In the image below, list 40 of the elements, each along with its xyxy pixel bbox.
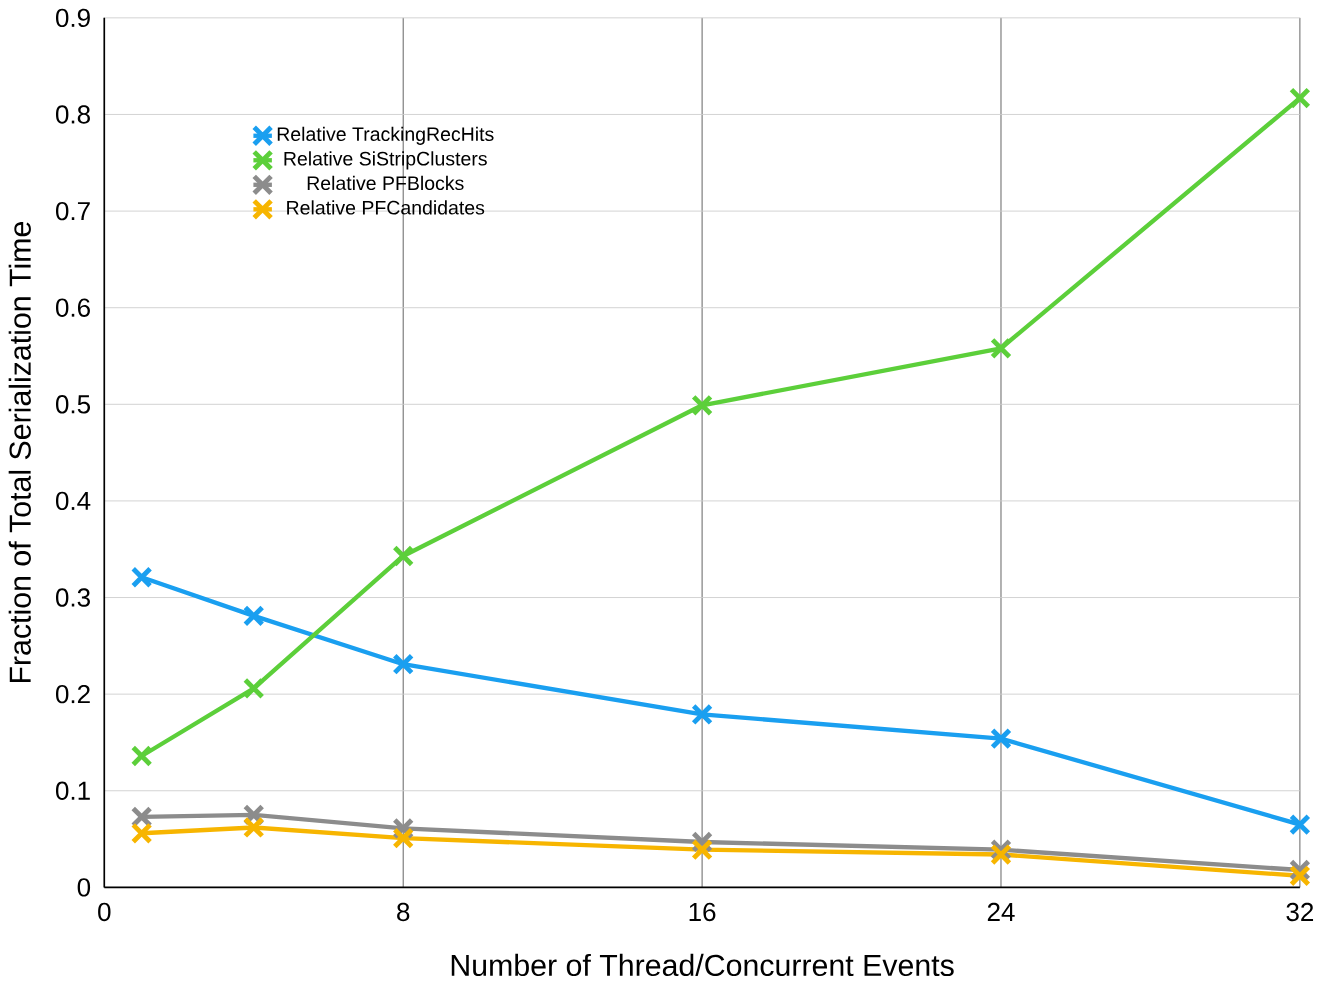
legend-label: Relative SiStripClusters xyxy=(284,151,487,170)
y-tick-label: 0.8 xyxy=(55,105,90,124)
y-axis-title: Fraction of Total Serialization Time xyxy=(8,222,31,683)
point xyxy=(392,653,415,676)
legend-label: Relative PFBlocks xyxy=(307,175,464,191)
point xyxy=(130,822,153,845)
x-tick-label: 0 xyxy=(98,902,111,922)
y-tick-label: 0.4 xyxy=(55,491,91,511)
y-tick-label: 0.1 xyxy=(55,781,90,801)
y-tick-label: 0.9 xyxy=(55,8,90,28)
x-tick-label: 8 xyxy=(397,902,410,922)
point xyxy=(990,337,1012,360)
point xyxy=(691,703,713,726)
legend-label: Relative TrackingRecHits xyxy=(277,126,494,146)
point xyxy=(392,827,415,850)
y-tick-label: 0.2 xyxy=(55,685,90,704)
point xyxy=(1289,813,1311,836)
point xyxy=(392,545,415,567)
point xyxy=(990,727,1012,750)
point xyxy=(1289,865,1311,887)
point xyxy=(130,745,153,767)
y-tick-label: 0 xyxy=(77,878,91,897)
y-tick-label: 0.3 xyxy=(55,588,90,607)
point xyxy=(242,816,265,839)
point xyxy=(242,677,265,700)
point xyxy=(691,394,713,417)
y-tick-label: 0.6 xyxy=(55,298,90,317)
point xyxy=(130,806,153,828)
point xyxy=(1289,87,1311,110)
point xyxy=(691,838,713,861)
legend-label: Relative PFCandidates xyxy=(287,200,485,215)
x-tick-label: 16 xyxy=(689,902,716,922)
y-tick-label: 0.7 xyxy=(55,202,90,221)
x-axis-title: Number of Thread/Concurrent Events xyxy=(451,953,954,977)
point xyxy=(990,843,1012,866)
x-tick-label: 24 xyxy=(987,902,1015,922)
x-tick-label: 32 xyxy=(1286,902,1314,922)
point xyxy=(130,566,153,589)
y-tick-label: 0.5 xyxy=(55,395,91,414)
point xyxy=(242,605,265,627)
